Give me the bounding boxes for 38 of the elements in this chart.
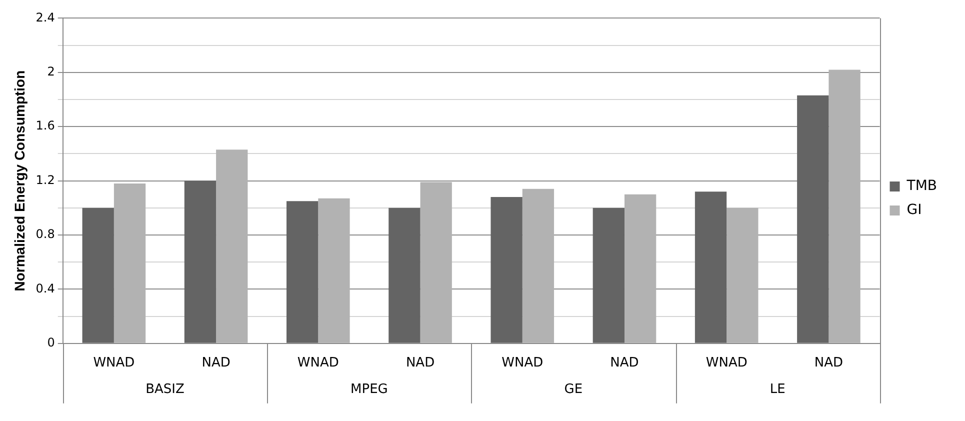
bar [420, 182, 452, 343]
bar [592, 208, 624, 343]
x-tick-label: NAD [814, 356, 844, 371]
x-tick-label: WNAD [502, 356, 544, 371]
x-tick-label: NAD [610, 356, 639, 371]
y-tick-label: 2 [47, 64, 55, 79]
bar [624, 194, 656, 343]
bar [286, 201, 318, 343]
bar [318, 198, 350, 343]
x-tick-label: WNAD [706, 356, 748, 371]
x-tick-label: WNAD [297, 356, 339, 371]
x-tick-label: NAD [202, 356, 230, 371]
bar [82, 208, 114, 343]
bar [522, 188, 554, 343]
y-tick-label: 2.4 [36, 10, 55, 24]
y-tick-label: 0.8 [36, 227, 55, 242]
text: LE [770, 382, 786, 397]
text: GE [564, 382, 583, 397]
bar [694, 192, 727, 343]
y-tick-label: 1.2 [36, 172, 55, 187]
bar [216, 150, 248, 343]
y-axis-title: Normalized Energy Consumption [11, 70, 28, 292]
bar [184, 180, 216, 343]
x-tick-label: WNAD [93, 356, 135, 371]
y-tick-label: 0.4 [36, 281, 55, 296]
bar [726, 208, 758, 343]
legend-label: GI [906, 202, 922, 218]
bar [388, 208, 420, 343]
text: BASIZ [146, 382, 184, 397]
x-tick-label: NAD [406, 356, 435, 371]
text: MPEG [350, 382, 388, 397]
legend-label: TMB [906, 178, 938, 194]
y-tick-label: 1.6 [36, 118, 55, 133]
y-tick-label: 0 [47, 336, 55, 350]
bar [797, 95, 829, 343]
bar [490, 197, 522, 343]
bar [828, 70, 860, 343]
bar [114, 184, 146, 343]
